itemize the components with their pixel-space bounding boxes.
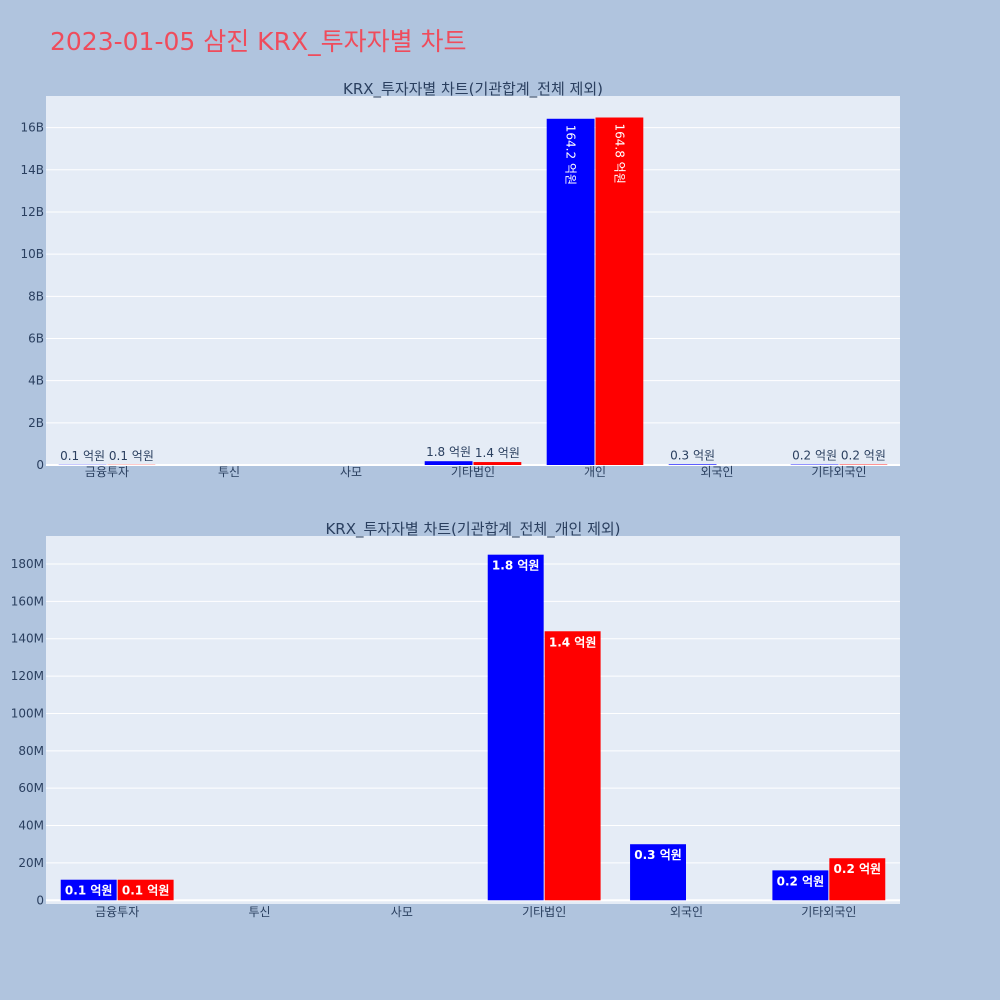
data-label: 0.1 억원 (109, 449, 154, 463)
x-tick-label: 외국인 (700, 465, 733, 479)
y-tick-label: 0 (36, 893, 44, 907)
y-tick-label: 160M (11, 594, 44, 608)
x-tick-label: 기타법인 (451, 465, 495, 479)
data-label: 1.8 억원 (492, 559, 540, 573)
chart-title-2: KRX_투자자별 차트(기관합계_전체_개인 제외) (325, 520, 620, 539)
bar (546, 118, 595, 465)
bar (473, 462, 522, 465)
bar (424, 461, 473, 465)
x-tick-label: 사모 (340, 465, 362, 479)
page-title: 2023-01-05 삼진 KRX_투자자별 차트 (50, 27, 467, 56)
data-label: 164.8 억원 (612, 124, 626, 184)
data-label: 1.4 억원 (549, 635, 597, 649)
x-tick-label: 기타외국인 (811, 465, 866, 479)
x-tick-label: 개인 (584, 465, 606, 479)
data-label: 1.4 억원 (475, 446, 520, 460)
bar (487, 554, 544, 901)
data-label: 0.2 억원 (841, 449, 886, 463)
y-tick-label: 100M (11, 706, 44, 720)
y-tick-label: 8B (28, 289, 44, 303)
data-label: 0.1 억원 (122, 884, 170, 898)
x-tick-label: 기타외국인 (801, 905, 856, 919)
x-tick-label: 투신 (248, 905, 270, 919)
y-tick-label: 180M (11, 557, 44, 571)
y-tick-label: 120M (11, 669, 44, 683)
data-label: 0.3 억원 (634, 848, 682, 862)
x-tick-label: 금융투자 (85, 465, 129, 479)
data-label: 0.1 억원 (60, 449, 105, 463)
plot-area-2 (46, 536, 900, 904)
y-tick-label: 140M (11, 632, 44, 646)
y-tick-label: 10B (20, 247, 44, 261)
data-label: 0.2 억원 (792, 449, 837, 463)
bar (544, 631, 601, 901)
x-tick-label: 금융투자 (95, 905, 139, 919)
y-tick-label: 16B (20, 121, 44, 135)
bar (630, 844, 686, 901)
chart-title-1: KRX_투자자별 차트(기관합계_전체 제외) (343, 80, 603, 99)
y-tick-label: 40M (18, 819, 44, 833)
data-label: 0.1 억원 (65, 884, 113, 898)
y-tick-label: 14B (20, 163, 44, 177)
bar (668, 464, 717, 465)
y-tick-label: 60M (18, 781, 44, 795)
data-label: 0.2 억원 (777, 874, 825, 888)
bar (595, 117, 644, 465)
y-tick-label: 0 (36, 458, 44, 472)
data-label: 1.8 억원 (426, 445, 471, 459)
y-tick-label: 2B (28, 416, 44, 430)
y-tick-label: 6B (28, 331, 44, 345)
data-label: 164.2 억원 (564, 125, 578, 185)
x-tick-label: 투신 (218, 465, 240, 479)
bar (60, 879, 117, 901)
y-tick-label: 20M (18, 856, 44, 870)
y-tick-label: 4B (28, 374, 44, 388)
y-tick-label: 80M (18, 744, 44, 758)
data-label: 0.3 억원 (670, 448, 715, 462)
x-tick-label: 사모 (391, 905, 413, 919)
plot-area-1 (46, 96, 900, 465)
bar (772, 870, 829, 901)
data-label: 0.2 억원 (834, 862, 882, 876)
bar (117, 879, 174, 901)
x-tick-label: 외국인 (670, 905, 703, 919)
y-tick-label: 12B (20, 205, 44, 219)
x-tick-label: 기타법인 (522, 905, 566, 919)
bar (829, 858, 886, 901)
